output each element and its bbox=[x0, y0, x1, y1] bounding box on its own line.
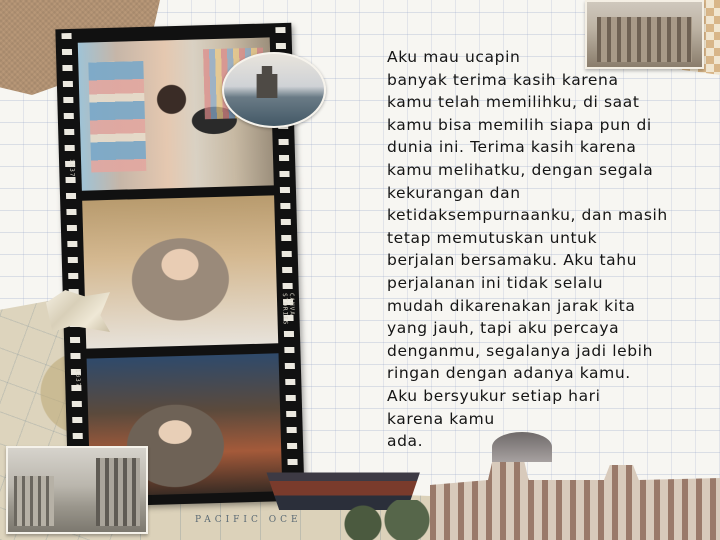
building-photo-top bbox=[585, 0, 704, 69]
photo-frame-hijab-portrait bbox=[82, 195, 279, 349]
building-dome bbox=[492, 432, 552, 462]
film-brand-label: CANVA STORIES bbox=[280, 292, 296, 326]
film-number-b: 1037 bbox=[73, 368, 82, 388]
vintage-street-photo bbox=[6, 446, 148, 534]
trees-illustration bbox=[330, 500, 440, 540]
castle-photo-oval bbox=[222, 52, 326, 128]
film-number-a: 1037 bbox=[67, 158, 76, 178]
poem-text: Aku mau ucapin banyak terima kasih karen… bbox=[387, 48, 668, 451]
crumpled-paper bbox=[46, 290, 110, 332]
map-label: PACIFIC OCE bbox=[195, 515, 302, 525]
colonial-building-illustration bbox=[430, 440, 720, 540]
